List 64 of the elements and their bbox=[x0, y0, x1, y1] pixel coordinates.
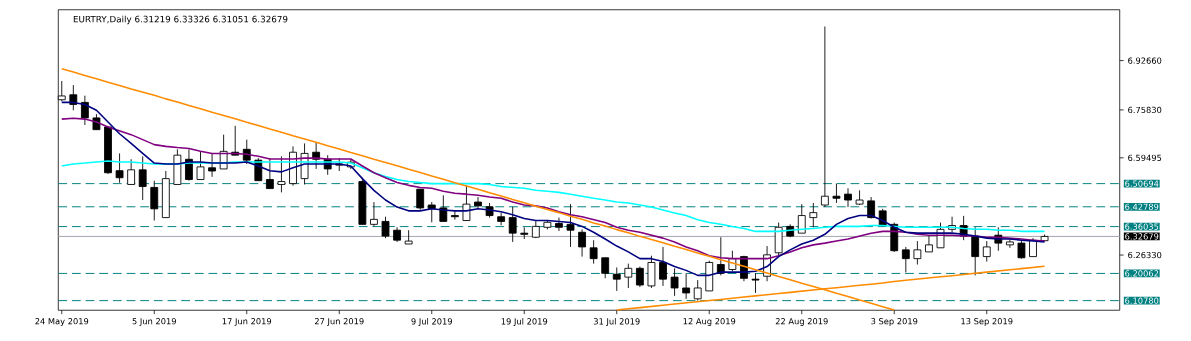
candlestick bbox=[508, 206, 517, 243]
x-tick-label: 22 Aug 2019 bbox=[775, 317, 828, 326]
candlestick bbox=[277, 155, 286, 193]
x-tick-label: 13 Sep 2019 bbox=[961, 317, 1013, 326]
ref-line-label: 6.10780 bbox=[1125, 297, 1159, 304]
candlestick bbox=[127, 158, 136, 185]
x-tick-label: 9 Jul 2019 bbox=[411, 317, 452, 326]
candlestick bbox=[69, 84, 78, 111]
candlestick bbox=[520, 226, 529, 240]
candlestick bbox=[381, 216, 390, 239]
text: EURTRY,Daily 6.31219 6.33326 6.31051 6.32679 bbox=[73, 15, 288, 24]
candlestick bbox=[901, 246, 910, 273]
candlestick bbox=[196, 150, 205, 180]
x-tick-label: 31 Jul 2019 bbox=[593, 317, 640, 326]
candlestick bbox=[797, 203, 806, 234]
y-tick-label: 6.92660 bbox=[1128, 57, 1162, 64]
candlestick bbox=[670, 267, 679, 297]
candlestick bbox=[844, 187, 852, 208]
y-tick-label: 6.26330 bbox=[1128, 251, 1162, 258]
candlestick bbox=[659, 246, 667, 287]
candlestick bbox=[635, 265, 644, 288]
candlestick bbox=[370, 201, 378, 227]
x-tick-label: 5 Jun 2019 bbox=[132, 317, 176, 326]
candlestick bbox=[820, 25, 829, 208]
candlestick bbox=[578, 228, 586, 257]
candlestick bbox=[589, 239, 598, 264]
candlestick bbox=[751, 272, 760, 294]
candlestick bbox=[462, 184, 471, 221]
candlestick bbox=[647, 255, 656, 289]
candlestick bbox=[115, 152, 124, 183]
candlestick bbox=[982, 240, 991, 262]
candlestick bbox=[265, 157, 274, 189]
candlestick bbox=[474, 196, 482, 210]
candlestick bbox=[208, 152, 216, 178]
candlestick bbox=[809, 202, 818, 228]
x-tick-label: 12 Aug 2019 bbox=[683, 317, 736, 326]
candlestick bbox=[612, 266, 621, 292]
ref-line-label: 6.32679 bbox=[1125, 233, 1159, 240]
candlestick bbox=[925, 235, 933, 253]
ref-line-label: 6.20062 bbox=[1125, 270, 1159, 277]
x-tick-label: 17 Jun 2019 bbox=[222, 317, 272, 326]
candlestick bbox=[555, 216, 563, 232]
ref-line-label: 6.50694 bbox=[1125, 180, 1159, 187]
y-tick-label: 6.75830 bbox=[1128, 106, 1162, 113]
candlestick bbox=[450, 210, 459, 220]
ref-line-label: 6.36035 bbox=[1125, 223, 1159, 230]
y-tick-label: 6.59495 bbox=[1128, 154, 1162, 161]
x-tick-label: 3 Sep 2019 bbox=[871, 317, 918, 326]
x-tick-label: 24 May 2019 bbox=[35, 317, 89, 326]
candlestick bbox=[497, 211, 506, 226]
x-tick-label: 19 Jul 2019 bbox=[501, 317, 548, 326]
candlestick bbox=[566, 203, 575, 248]
candlestick bbox=[682, 272, 691, 300]
ref-line-label: 6.42789 bbox=[1125, 203, 1159, 210]
candlestick bbox=[80, 94, 89, 126]
candlestick bbox=[601, 257, 610, 279]
candlestick bbox=[913, 240, 922, 265]
candlestick bbox=[832, 182, 841, 204]
candlestick bbox=[971, 226, 980, 276]
candlestick bbox=[693, 279, 702, 301]
candlestick bbox=[138, 155, 147, 201]
candlestick bbox=[150, 180, 159, 221]
x-tick-label: 27 Jun 2019 bbox=[314, 317, 364, 326]
candlestick bbox=[624, 262, 633, 289]
